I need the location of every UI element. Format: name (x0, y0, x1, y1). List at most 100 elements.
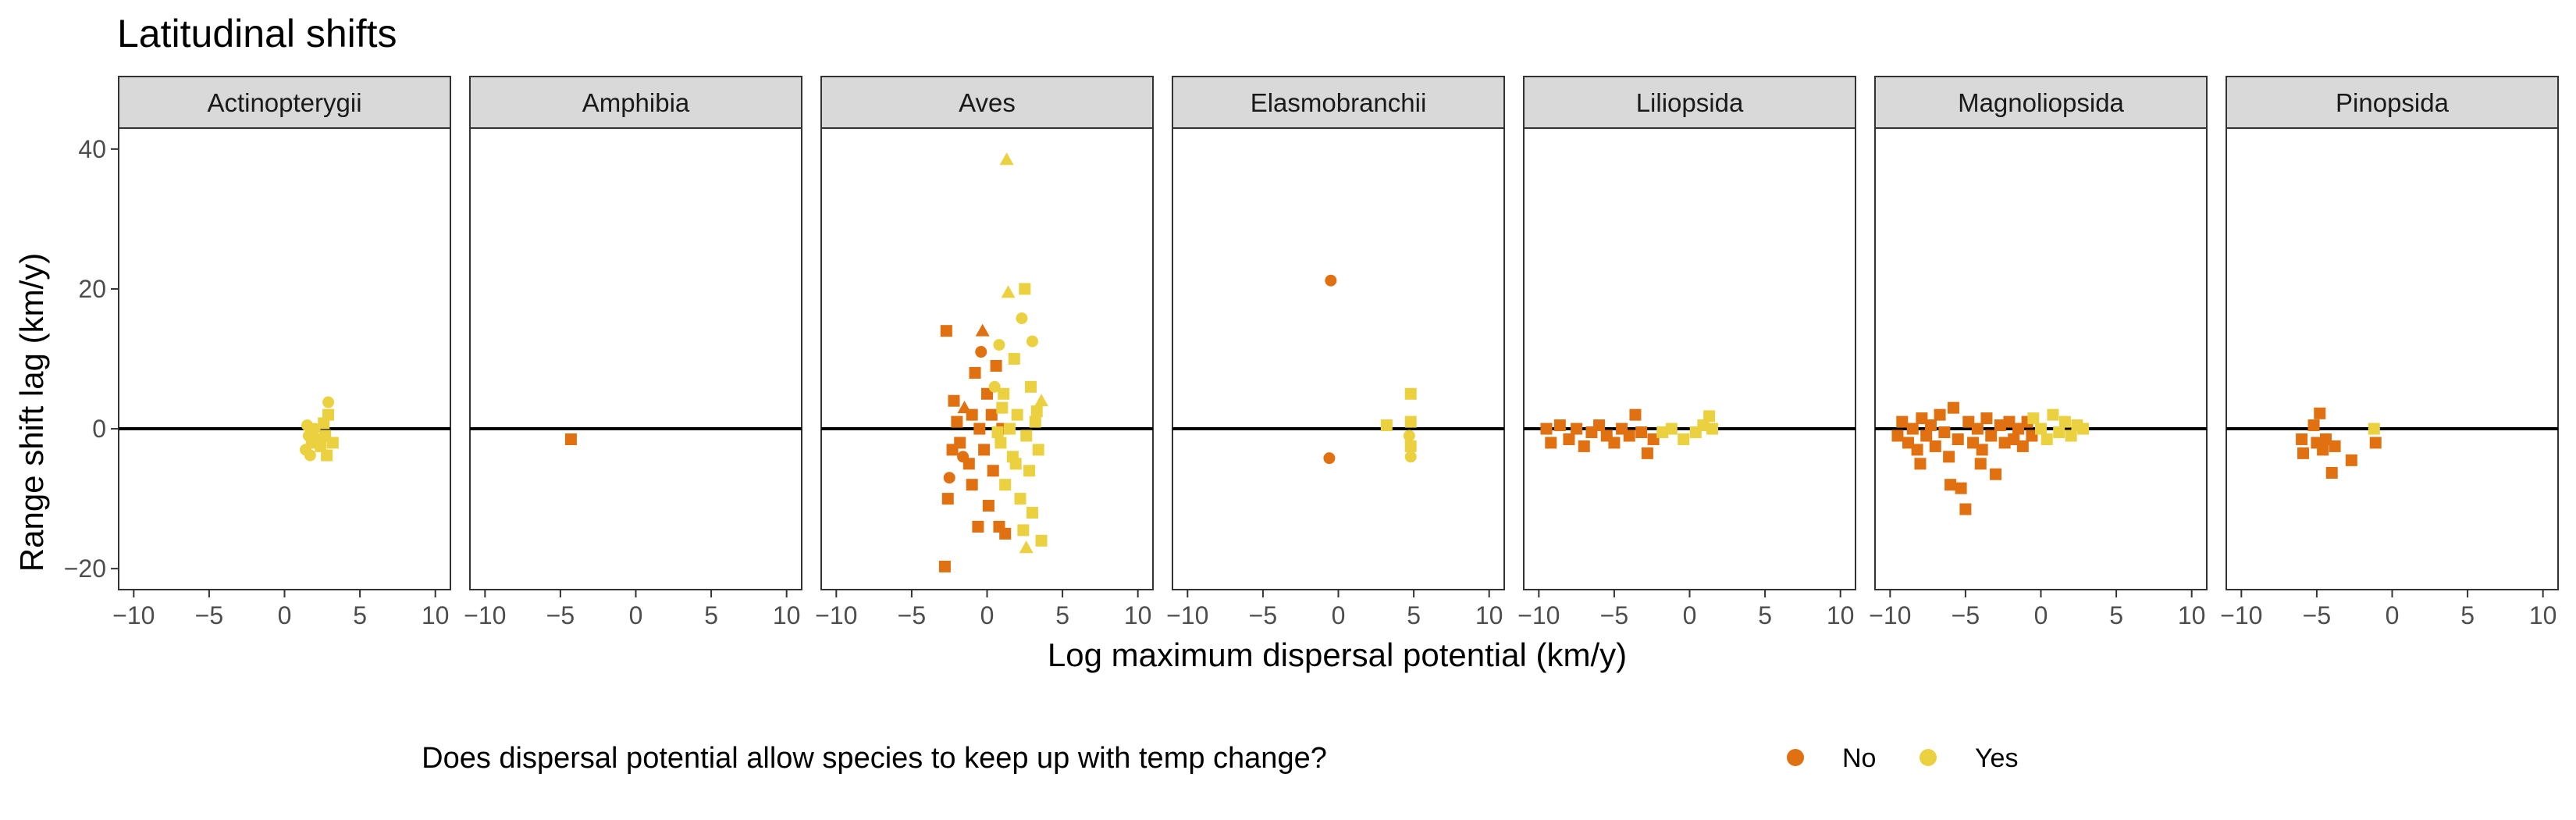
plot-area (1172, 127, 1505, 590)
data-point (1578, 440, 1590, 452)
data-point (315, 440, 327, 452)
data-point (990, 359, 1002, 372)
data-point (957, 451, 970, 463)
data-point (985, 408, 998, 421)
data-point (2369, 437, 2382, 449)
legend: Does dispersal potential allow species t… (422, 742, 2018, 775)
data-point (951, 415, 963, 428)
data-point (2016, 440, 2029, 452)
strip-label: Elasmobranchii (1251, 88, 1427, 117)
x-tick-label-0: −10 (1869, 601, 1911, 629)
data-point (2035, 422, 2047, 435)
data-point (1952, 433, 1964, 445)
x-tick-label-1: −5 (1249, 601, 1277, 629)
x-tick-label-1: −5 (1952, 601, 1980, 629)
data-point (308, 422, 321, 435)
data-point (2317, 444, 2329, 456)
data-point (1896, 415, 1909, 428)
data-point (1026, 335, 1038, 348)
data-point (2297, 447, 2310, 459)
data-point (938, 560, 951, 572)
data-point (2012, 422, 2025, 435)
x-tick-label-0: −10 (2220, 601, 2262, 629)
chart-title: Latitudinal shifts (117, 12, 397, 55)
data-point (2320, 433, 2332, 445)
data-point (1934, 408, 1946, 421)
panels: −20 0 20 40 Actinopterygii −10 −5 0 5 10 Amphibia −… (64, 76, 2559, 629)
data-point (996, 401, 1009, 414)
panel-amphibia: Amphibia −10 −5 0 5 10 (464, 76, 802, 629)
data-point (1035, 534, 1048, 547)
data-point (1971, 422, 1984, 435)
x-tick-label-4: 10 (1827, 601, 1855, 629)
legend-key-no (1787, 749, 1804, 766)
legend-title: Does dispersal potential allow species t… (422, 742, 1327, 775)
data-point (941, 493, 954, 505)
data-point (966, 479, 978, 491)
x-tick-label-4: 10 (773, 601, 801, 629)
strip-aves (820, 76, 1154, 129)
data-point (2329, 440, 2341, 452)
data-point (1994, 419, 2006, 432)
data-point (940, 325, 952, 337)
data-point (1608, 437, 1621, 449)
data-point (1553, 419, 1566, 432)
strip-pinopsida (2226, 76, 2559, 129)
data-point (1380, 419, 1393, 432)
panel-liliopsida: Liliopsida −10 −5 0 5 10 (1517, 76, 1856, 629)
data-point (987, 465, 999, 477)
x-tick-label-4: 10 (2529, 601, 2557, 629)
data-point (1938, 426, 1951, 439)
data-point (999, 152, 1014, 166)
x-tick-label-3: 5 (2109, 601, 2123, 629)
data-point (1947, 401, 1959, 414)
data-point (1916, 412, 1928, 425)
data-point (1545, 437, 1557, 449)
plot-area (2226, 127, 2559, 590)
data-point (999, 527, 1012, 540)
plot-area (1874, 127, 2208, 590)
data-point (2325, 466, 2338, 479)
data-point (1016, 312, 1028, 325)
data-point (1026, 507, 1038, 519)
data-point (988, 380, 1001, 393)
data-point (999, 479, 1012, 491)
data-point (1014, 493, 1026, 505)
data-point (1323, 452, 1336, 465)
x-tick-label-2: 0 (1683, 601, 1697, 629)
data-point (1962, 415, 1975, 428)
x-tick-label-0: −10 (1517, 601, 1560, 629)
data-point (322, 396, 335, 408)
data-point (994, 437, 1007, 449)
strip-label: Pinopsida (2336, 88, 2450, 117)
data-point (1955, 482, 1967, 494)
plot-area (1523, 127, 1856, 590)
data-point (322, 408, 335, 421)
data-point (1635, 426, 1648, 439)
x-axis-title: Log maximum dispersal potential (km/y) (1048, 636, 1627, 673)
data-point (1911, 444, 1923, 456)
y-tick-label-1: 0 (92, 415, 106, 443)
x-tick-label-3: 5 (1055, 601, 1069, 629)
data-point (1998, 437, 2011, 449)
data-point (1571, 422, 1583, 435)
data-point (1008, 353, 1020, 365)
data-point (2041, 433, 2053, 445)
legend-key-yes (1920, 749, 1937, 766)
data-point (1403, 430, 1415, 442)
plot-area (469, 127, 802, 590)
data-point (1678, 433, 1690, 445)
x-tick-label-0: −10 (464, 601, 506, 629)
strip-label: Magnoliopsida (1958, 88, 2124, 117)
panel-actinopterygii: Actinopterygii −10 −5 0 5 10 (112, 76, 451, 629)
legend-label-yes: Yes (1975, 743, 2018, 773)
panel-aves: Aves −10 −5 0 5 10 (815, 76, 1154, 629)
x-tick-label-0: −10 (1166, 601, 1208, 629)
strip-label: Actinopterygii (207, 88, 361, 117)
data-point (948, 394, 960, 407)
strip-liliopsida (1523, 76, 1856, 129)
plot-area (118, 127, 451, 590)
data-point (946, 444, 959, 456)
data-point (973, 422, 986, 435)
data-point (982, 500, 994, 512)
